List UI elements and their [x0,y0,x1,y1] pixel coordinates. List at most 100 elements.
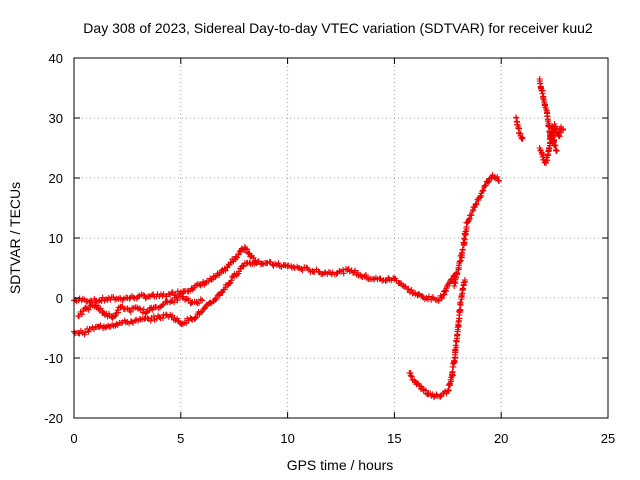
data-point-track-rise [482,182,489,189]
data-point-track-dip [430,394,437,401]
data-point-track-mid [112,312,119,319]
data-point-track-main [236,248,243,255]
data-point-track-main [294,263,301,270]
data-point-track-late-b [559,126,566,133]
data-point-track-lower [216,292,223,299]
data-point-track-main [333,270,340,277]
data-point-track-lower [118,319,125,326]
x-tick-labels: 0 5 10 15 20 25 [70,431,615,446]
data-point-track-late-a [513,114,520,121]
data-point-track-main [299,267,306,274]
y-tick-labels: -20 -10 0 10 20 30 40 [44,51,63,426]
data-point-track-main [79,295,86,302]
data-point-track-dip [460,279,467,286]
data-point-track-lower [193,314,200,321]
data-point-track-lower [147,317,154,324]
data-point-track-dip [424,391,431,398]
data-point-track-main [208,276,215,283]
chart-title: Day 308 of 2023, Sidereal Day-to-day VTE… [83,20,593,36]
data-point-track-main [165,290,172,297]
data-point-track-main [441,291,448,298]
data-point-track-dip [461,278,468,285]
data-point-track-lower [153,315,160,322]
data-point-track-main [119,296,126,303]
data-point-track-lower [229,273,236,280]
data-point-track-main [272,260,279,267]
data-point-track-main [288,263,295,270]
data-point-track-rise [454,269,461,276]
data-point-track-main [425,293,432,300]
data-point-track-dip [408,373,415,380]
data-point-track-late-c [553,147,560,154]
data-point-track-lower [246,259,253,266]
data-point-track-main [222,267,229,274]
data-point-track-lower [128,318,135,325]
data-point-track-lower [239,262,246,269]
data-point-track-main [227,259,234,266]
data-point-track-mid [134,304,141,311]
data-point-track-main [346,268,353,275]
data-point-track-dip [457,299,464,306]
data-point-track-lower [76,330,83,337]
data-point-track-rise [465,216,472,223]
data-point-track-dip [428,392,435,399]
data-point-track-main [200,278,207,285]
data-point-track-late-b [545,122,552,129]
data-point-track-main [363,274,370,281]
data-point-track-mid [81,305,88,312]
data-point-track-main [101,297,108,304]
data-point-track-late-b [539,90,546,97]
data-point-track-main [304,265,311,272]
data-point-track-lower [207,299,214,306]
data-point-track-mid [127,308,134,315]
data-point-track-mid [115,309,122,316]
y-axis-label: SDTVAR / TECUs [7,182,23,294]
grid-lines [74,58,608,418]
data-point-track-mid [180,293,187,300]
data-point-track-late-b [540,95,547,102]
data-point-track-rise [494,173,501,180]
data-point-track-late-c [544,152,551,159]
data-point-track-rise [462,228,469,235]
data-point-track-lower [192,315,199,322]
data-point-track-lower [122,319,129,326]
x-axis-label: GPS time / hours [287,457,394,473]
data-point-track-lower [251,261,258,268]
data-point-track-main [340,270,347,277]
data-point-track-mid [97,305,104,312]
y-tick-label: 30 [49,111,63,126]
data-point-track-late-b [537,80,544,87]
data-point-track-mid [159,302,166,309]
x-tick-label: 0 [70,431,77,446]
data-point-track-main [130,294,137,301]
data-point-track-main [275,260,282,267]
data-point-track-lower [226,280,233,287]
data-point-track-rise [460,235,467,242]
data-point-track-lower [102,324,109,331]
x-tick-label: 20 [494,431,508,446]
data-point-track-mid [140,306,147,313]
data-point-track-rise [459,249,466,256]
data-point-track-main [362,271,369,278]
data-point-track-main [405,285,412,292]
data-point-track-mid [94,302,101,309]
data-point-track-main [321,270,328,277]
y-tick-label: 10 [49,231,63,246]
data-point-track-rise [459,246,466,253]
data-points [71,76,567,401]
x-tick-label: 10 [280,431,294,446]
axis-ticks [73,57,609,419]
data-point-track-late-a [514,121,521,128]
data-point-track-lower [240,263,247,270]
y-tick-label: -10 [44,351,63,366]
data-point-track-mid [82,304,89,311]
data-point-track-main [207,275,214,282]
data-point-track-rise [485,179,492,186]
data-point-track-mid [78,311,85,318]
data-point-track-late-a [517,130,524,137]
data-point-track-late-c [551,142,558,149]
data-point-track-mid [85,306,92,313]
data-point-track-rise [468,212,475,219]
data-point-track-main [437,292,444,299]
data-point-track-mid [197,296,204,303]
